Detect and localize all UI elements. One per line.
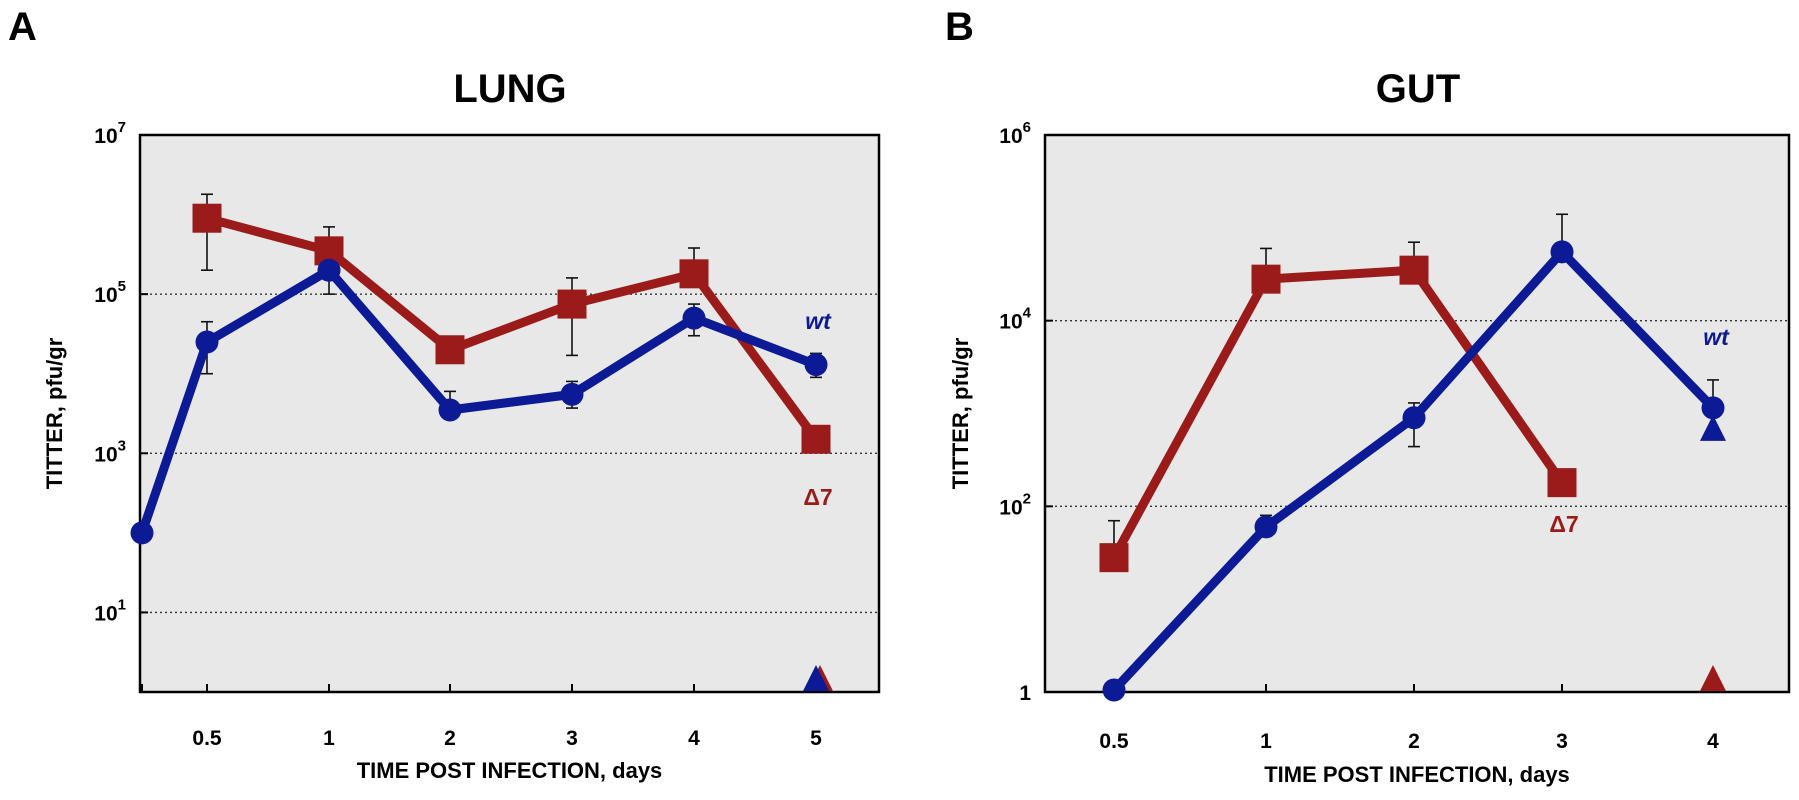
end-marker-triangle bbox=[803, 665, 829, 691]
x-tick-label: 3 bbox=[1556, 730, 1568, 753]
y-tick-label: 101 bbox=[94, 596, 126, 625]
end-marker-triangle bbox=[1700, 414, 1726, 441]
y-tick-exponent: 1 bbox=[118, 596, 126, 613]
panel-letter: B bbox=[945, 5, 974, 49]
series-label-wt: wt bbox=[805, 308, 832, 334]
y-tick-label: 102 bbox=[999, 490, 1031, 519]
chart-title: LUNG bbox=[453, 67, 566, 111]
y-tick-base: 10 bbox=[94, 602, 117, 625]
y-tick-base: 10 bbox=[94, 284, 117, 307]
x-tick-label: 3 bbox=[566, 727, 578, 750]
y-tick-label: 106 bbox=[999, 119, 1031, 148]
y-tick-label: 107 bbox=[94, 119, 126, 148]
data-point bbox=[679, 259, 709, 289]
y-axis-label: TITTER, pfu/gr bbox=[42, 337, 67, 489]
y-axis-label: TITTER, pfu/gr bbox=[948, 337, 973, 489]
x-tick-label: 5 bbox=[810, 727, 822, 750]
x-tick-label: 4 bbox=[688, 727, 700, 750]
y-tick-label: 105 bbox=[94, 278, 126, 307]
x-tick-label: 0.5 bbox=[192, 727, 222, 750]
data-point bbox=[130, 521, 154, 545]
y-tick-exponent: 7 bbox=[118, 119, 126, 136]
data-point bbox=[801, 424, 831, 454]
y-tick-base: 10 bbox=[999, 311, 1022, 334]
y-tick-base: 10 bbox=[94, 125, 117, 148]
y-tick-label: 1 bbox=[1019, 682, 1031, 705]
end-marker-triangle bbox=[1700, 665, 1726, 691]
data-point bbox=[317, 258, 341, 282]
x-tick-label: 4 bbox=[1707, 730, 1719, 753]
data-point bbox=[1402, 406, 1426, 430]
data-point bbox=[1102, 678, 1126, 702]
x-axis-label: TIME POST INFECTION, days bbox=[1264, 762, 1570, 787]
series-line bbox=[202, 213, 821, 444]
y-tick-exponent: 6 bbox=[1023, 119, 1031, 136]
series-label-wt: wt bbox=[1703, 324, 1730, 350]
y-tick-exponent: 5 bbox=[118, 278, 126, 295]
data-point bbox=[1099, 543, 1129, 573]
y-tick-base: 1 bbox=[1019, 682, 1031, 705]
y-tick-label: 104 bbox=[999, 305, 1031, 334]
x-tick-label: 0.5 bbox=[1099, 730, 1129, 753]
panel-letter: A bbox=[8, 5, 37, 49]
data-point bbox=[1399, 255, 1429, 285]
series-delta7 bbox=[1099, 241, 1577, 573]
series-line bbox=[1109, 265, 1567, 563]
data-point bbox=[804, 353, 828, 377]
x-tick-label: 2 bbox=[1408, 730, 1420, 753]
series-label-delta7: Δ7 bbox=[1549, 511, 1578, 537]
y-tick-exponent: 3 bbox=[118, 437, 126, 454]
data-point bbox=[192, 203, 222, 233]
y-tick-base: 10 bbox=[999, 496, 1022, 519]
y-tick-exponent: 4 bbox=[1023, 305, 1032, 322]
data-point bbox=[435, 335, 465, 365]
data-point bbox=[1550, 240, 1574, 264]
x-tick-label: 1 bbox=[1260, 730, 1272, 753]
series-wt bbox=[130, 258, 828, 545]
y-tick-exponent: 2 bbox=[1023, 490, 1031, 507]
data-point bbox=[557, 289, 587, 319]
y-tick-base: 10 bbox=[999, 125, 1022, 148]
data-point bbox=[682, 306, 706, 330]
chart-title: GUT bbox=[1376, 67, 1460, 111]
data-point bbox=[1547, 468, 1577, 498]
y-tick-label: 103 bbox=[94, 437, 126, 466]
y-tick-base: 10 bbox=[94, 443, 117, 466]
x-tick-label: 1 bbox=[323, 727, 335, 750]
data-point bbox=[1251, 264, 1281, 294]
data-point bbox=[560, 382, 584, 406]
data-point bbox=[1701, 396, 1725, 420]
series-wt bbox=[1102, 213, 1725, 702]
data-point bbox=[438, 398, 462, 422]
x-tick-label: 2 bbox=[444, 727, 456, 750]
data-point bbox=[195, 330, 219, 354]
plot-area bbox=[138, 133, 881, 694]
series-label-delta7: Δ7 bbox=[803, 484, 832, 510]
x-axis-label: TIME POST INFECTION, days bbox=[357, 758, 663, 783]
data-point bbox=[1254, 515, 1278, 539]
